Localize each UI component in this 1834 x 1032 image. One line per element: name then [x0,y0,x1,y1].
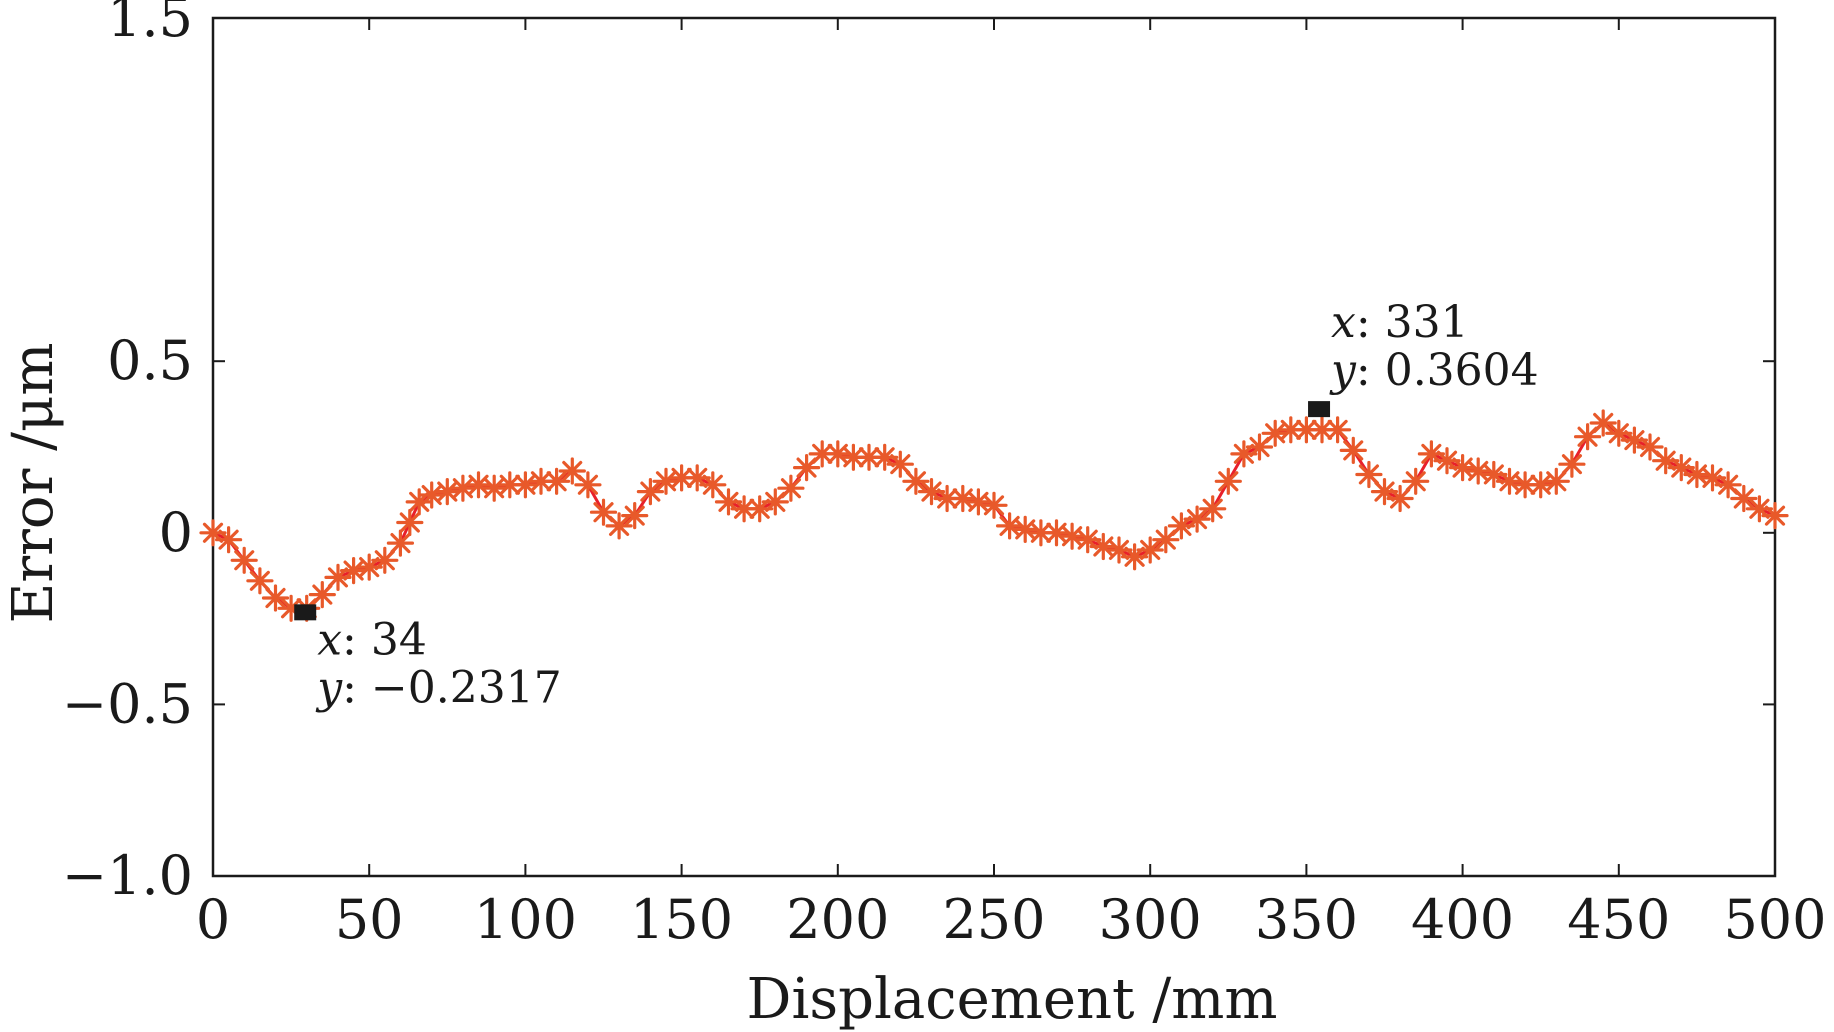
data-point [1214,467,1242,495]
data-point [1402,467,1430,495]
data-point [1199,495,1227,523]
x-axis-ticks: 0 50 100 150 200 250 300 350 400 450 500 [196,18,1827,951]
data-point [636,478,665,506]
data-point [308,580,336,609]
data-point [855,443,883,471]
data-point [1339,436,1367,464]
series-layer [199,409,1789,622]
data-point [1136,536,1164,564]
y-axis-ticks: −1.0 −0.5 0 0.5 1.5 [62,0,1775,907]
data-point [761,488,789,516]
data-point [511,471,540,499]
datatip-y-label: y: −0.2317 [315,662,562,713]
datatip-marker [294,604,317,621]
data-point [527,467,555,495]
x-axis-label: Displacement /mm [747,967,1278,1032]
x-tick-label: 250 [942,888,1045,951]
y-tick-label: −1.0 [62,844,193,907]
data-point [1495,467,1524,495]
x-tick-label: 50 [335,888,404,951]
data-point [589,498,618,526]
data-point [1464,457,1492,485]
data-point [1761,502,1789,530]
data-point [1355,460,1383,489]
x-tick-label: 350 [1255,888,1358,951]
y-tick-label: −0.5 [62,672,193,735]
data-point [1542,467,1570,495]
x-tick-label: 150 [630,888,733,951]
data-point [1386,484,1414,513]
data-point [839,443,868,471]
x-tick-label: 100 [474,888,577,951]
plot-border [211,16,1777,878]
data-point [230,546,258,574]
data-point [886,450,914,478]
x-tick-label: 400 [1411,888,1514,951]
y-axis-label: Error /μm [1,342,66,623]
datatip-y-label: y: 0.3604 [1329,345,1539,396]
data-point [1011,515,1039,544]
data-point [1042,519,1071,547]
datatip-x-label: x: 331 [1331,297,1469,348]
data-point [605,512,633,540]
data-point [933,484,961,513]
data-point [574,471,602,499]
x-tick-label: 300 [1099,888,1202,951]
data-point [340,556,368,585]
data-point [621,502,649,530]
data-point [261,584,290,612]
data-point [1323,416,1352,444]
data-point [777,474,805,502]
data-point [246,567,274,595]
data-point [1589,409,1617,437]
y-tick-label: 0.5 [107,329,193,392]
data-point [980,491,1008,519]
data-point [995,512,1024,540]
data-point [396,508,424,537]
data-point [949,484,977,513]
y-tick-label: 0 [159,501,193,564]
data-point [1183,505,1211,533]
data-point [1730,484,1758,513]
data-point [1261,419,1289,447]
data-point [1089,532,1117,561]
data-point [699,471,727,499]
x-tick-label: 200 [786,888,889,951]
data-point [449,474,477,502]
data-point [902,467,930,495]
data-point [808,440,836,468]
x-tick-label: 0 [196,888,230,951]
data-point [1511,471,1539,499]
datatip-x-label: x: 34 [317,614,427,665]
x-tick-label: 450 [1567,888,1670,951]
data-point [371,546,399,574]
data-point [386,529,414,557]
x-tick-label: 500 [1723,888,1826,951]
data-point [714,488,743,516]
plot-frame [211,16,1777,878]
datatip-marker [1308,401,1331,418]
data-point [1558,450,1586,478]
y-tick-label: 1.5 [107,0,193,49]
data-point [1527,471,1555,499]
data-point [1636,433,1664,461]
data-point [1292,416,1321,444]
data-point [542,467,571,495]
data-point [480,474,508,502]
data-point [464,471,493,499]
data-point [215,526,243,554]
